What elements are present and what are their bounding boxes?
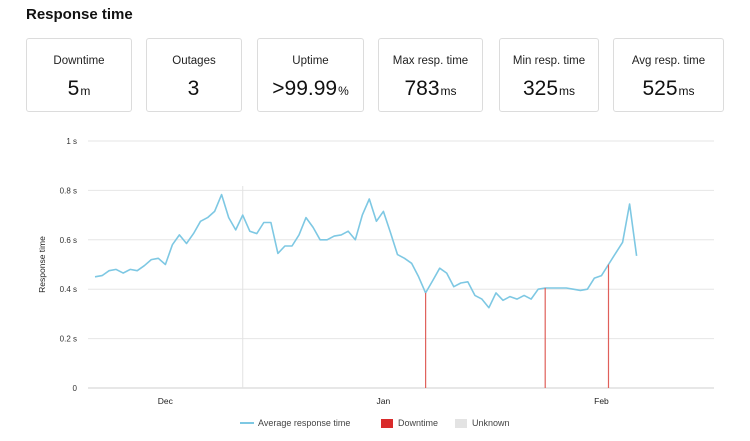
stat-label: Min resp. time	[512, 55, 586, 67]
stat-label: Max resp. time	[392, 55, 469, 67]
stat-value: 325ms	[500, 77, 598, 101]
stat-unit: ms	[559, 84, 576, 98]
legend-item-downtime[interactable]: Downtime	[381, 418, 438, 428]
series-line-average-response-time	[94, 193, 638, 309]
stat-card: Min resp. time 325ms	[499, 38, 599, 112]
stat-value: 525ms	[614, 77, 723, 101]
stat-card: Downtime 5m	[26, 38, 132, 112]
page-title: Response time	[26, 6, 133, 23]
stat-number: 325	[522, 77, 559, 100]
stat-unit: m	[80, 84, 91, 98]
stat-number: 525	[642, 77, 678, 100]
y-axis-label: Response time	[37, 236, 47, 293]
y-tick-label: 0.2 s	[60, 335, 77, 344]
legend-item-average[interactable]: Average response time	[240, 418, 350, 428]
stat-card: Avg resp. time 525ms	[613, 38, 724, 112]
stat-value: 5m	[27, 77, 131, 101]
y-tick-label: 1 s	[66, 137, 77, 146]
stat-label: Uptime	[292, 55, 329, 67]
stat-unit: %	[338, 84, 349, 98]
stat-card: Max resp. time 783ms	[378, 38, 483, 112]
stat-label: Avg resp. time	[631, 55, 706, 67]
y-tick-label: 0	[73, 384, 78, 393]
legend-downtime-swatch	[381, 418, 393, 428]
y-tick-label: 0.8 s	[60, 186, 77, 195]
stat-value: 783ms	[379, 77, 482, 101]
legend-label: Average response time	[258, 418, 351, 428]
stat-number: 3	[187, 77, 200, 100]
stat-unit: ms	[678, 84, 695, 98]
legend-item-unknown[interactable]: Unknown	[455, 418, 510, 428]
legend-line-swatch	[240, 422, 254, 424]
stat-label: Downtime	[53, 55, 105, 67]
legend-unknown-swatch	[455, 418, 467, 428]
stat-number: >99.99	[272, 77, 338, 100]
stat-unit: ms	[440, 84, 457, 98]
stat-number: 783	[404, 77, 440, 100]
stat-value: 3	[147, 77, 241, 101]
stat-value: >99.99%	[258, 77, 363, 101]
stat-label: Outages	[172, 55, 216, 67]
stat-card: Uptime >99.99%	[257, 38, 364, 112]
legend-label: Downtime	[398, 418, 439, 428]
chart-legend: Average response time Downtime Unknown	[0, 418, 750, 432]
x-tick-label: Jan	[377, 396, 391, 406]
x-tick-label: Dec	[158, 396, 174, 406]
stat-number: 5	[67, 77, 80, 100]
y-tick-label: 0.6 s	[60, 236, 77, 245]
x-tick-label: Feb	[594, 396, 609, 406]
stat-card: Outages 3	[146, 38, 242, 112]
response-time-chart: 0 0.2 s 0.4 s 0.6 s 0.8 s 1 s Response time Dec…	[37, 137, 714, 406]
y-tick-label: 0.4 s	[60, 285, 77, 294]
legend-label: Unknown	[472, 418, 510, 428]
